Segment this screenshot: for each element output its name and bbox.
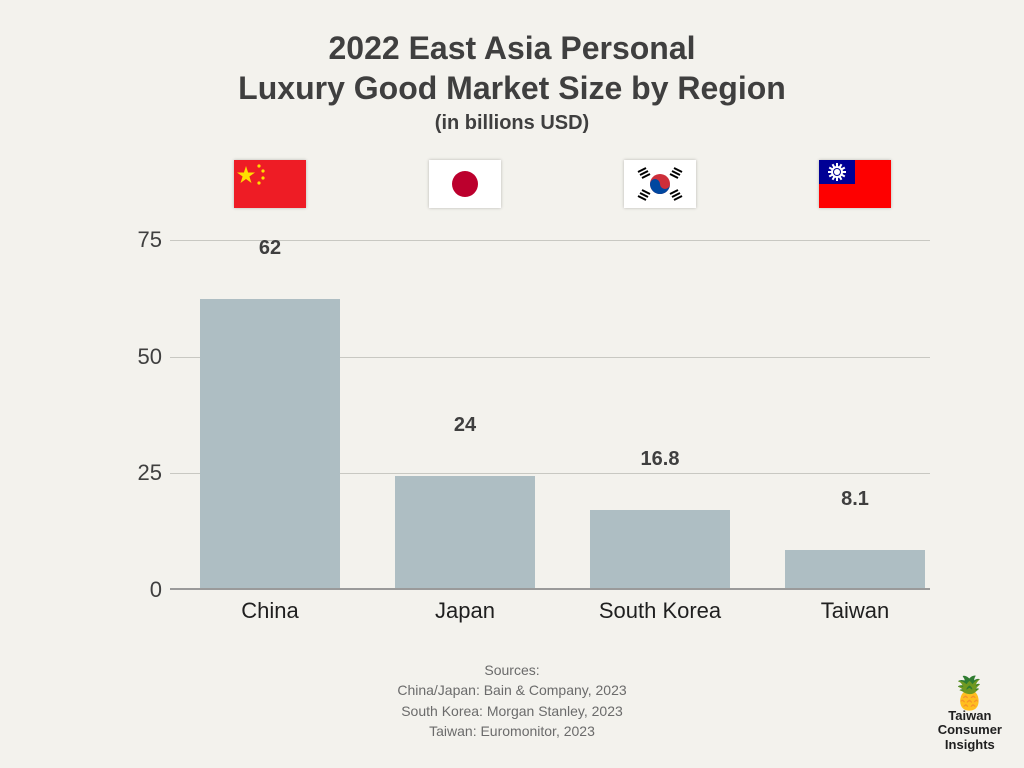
taiwan-flag-icon	[819, 160, 891, 208]
x-axis-label: Taiwan	[765, 598, 945, 624]
bar-value-label: 24	[395, 414, 535, 445]
china-flag-icon	[234, 160, 306, 208]
title-line-2: Luxury Good Market Size by Region	[0, 68, 1024, 108]
sources-line: Taiwan: Euromonitor, 2023	[0, 721, 1024, 741]
sources-line: China/Japan: Bain & Company, 2023	[0, 680, 1024, 700]
bar-chart: 622416.88.1 ChinaJapanSouth KoreaTaiwan …	[110, 150, 930, 620]
y-axis-tick: 25	[118, 460, 162, 486]
y-axis-tick: 75	[118, 227, 162, 253]
bar-china	[200, 299, 340, 588]
pineapple-icon: 🍍	[938, 677, 1002, 709]
sources-block: Sources: China/Japan: Bain & Company, 20…	[0, 660, 1024, 741]
y-axis-tick: 50	[118, 344, 162, 370]
sources-line: South Korea: Morgan Stanley, 2023	[0, 701, 1024, 721]
x-axis-label: South Korea	[570, 598, 750, 624]
bar-value-label: 16.8	[590, 448, 730, 479]
logo-text: Consumer	[938, 723, 1002, 737]
plot-area: 622416.88.1 ChinaJapanSouth KoreaTaiwan	[170, 240, 930, 590]
logo-text: Insights	[938, 738, 1002, 752]
brand-logo: 🍍 Taiwan Consumer Insights	[938, 677, 1002, 752]
bar-south-korea	[590, 510, 730, 588]
chart-title-block: 2022 East Asia Personal Luxury Good Mark…	[0, 0, 1024, 135]
x-axis-label: China	[180, 598, 360, 624]
bar-japan	[395, 476, 535, 588]
bar-value-label: 8.1	[785, 488, 925, 519]
title-line-1: 2022 East Asia Personal	[0, 28, 1024, 68]
y-axis-tick: 0	[118, 577, 162, 603]
bar-value-label: 62	[200, 237, 340, 268]
bar-taiwan	[785, 550, 925, 588]
south-korea-flag-icon	[624, 160, 696, 208]
japan-flag-icon	[429, 160, 501, 208]
sources-heading: Sources:	[0, 660, 1024, 680]
logo-text: Taiwan	[938, 709, 1002, 723]
subtitle: (in billions USD)	[0, 112, 1024, 135]
x-axis-label: Japan	[375, 598, 555, 624]
